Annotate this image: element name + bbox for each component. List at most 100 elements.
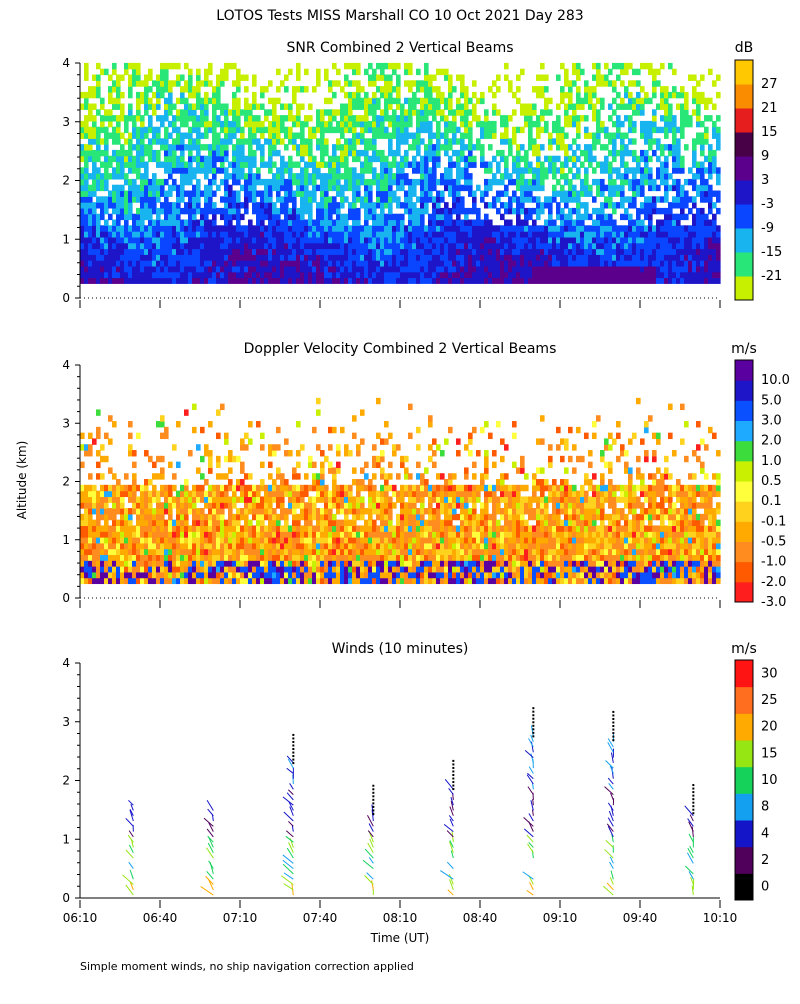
snr-cell	[436, 249, 441, 255]
snr-cell	[120, 249, 125, 255]
snr-cell	[296, 69, 301, 75]
snr-cell	[656, 80, 661, 86]
snr-cell	[144, 179, 149, 185]
snr-cell	[160, 63, 165, 69]
snr-cell	[136, 144, 141, 150]
snr-cell	[424, 185, 429, 191]
snr-cell	[440, 115, 445, 121]
snr-cell	[604, 63, 609, 69]
snr-cell	[100, 249, 105, 255]
snr-cell	[364, 115, 369, 121]
snr-cell	[440, 243, 445, 249]
snr-cell	[480, 150, 485, 156]
snr-cell	[304, 202, 309, 208]
snr-cell	[228, 127, 233, 133]
snr-cell	[576, 75, 581, 81]
snr-cell	[448, 231, 453, 237]
snr-cell	[268, 138, 273, 144]
page-title: LOTOS Tests MISS Marshall CO 10 Oct 2021…	[216, 8, 583, 24]
colorbar-tick-label: 21	[761, 101, 778, 116]
snr-cell	[672, 133, 677, 139]
velocity-cell	[148, 491, 153, 497]
snr-cell	[288, 115, 293, 121]
snr-cell	[484, 225, 489, 231]
snr-cell	[268, 208, 273, 214]
snr-cell	[536, 202, 541, 208]
snr-cell	[708, 225, 713, 231]
snr-cell	[156, 191, 161, 197]
snr-cell	[580, 202, 585, 208]
snr-cell	[516, 231, 521, 237]
snr-cell	[176, 214, 181, 220]
velocity-cell	[160, 520, 165, 526]
snr-cell	[104, 144, 109, 150]
snr-cell	[488, 225, 493, 231]
snr-cell	[664, 133, 669, 139]
snr-cell	[472, 266, 477, 272]
snr-cell	[404, 98, 409, 104]
snr-cell	[696, 138, 701, 144]
snr-cell	[500, 249, 505, 255]
snr-cell	[580, 231, 585, 237]
velocity-cell	[112, 554, 117, 560]
snr-cell	[160, 86, 165, 92]
snr-cell	[344, 214, 349, 220]
snr-cell	[540, 260, 545, 266]
snr-cell	[268, 127, 273, 133]
snr-cell	[328, 202, 333, 208]
snr-cell	[628, 185, 633, 191]
snr-cell	[340, 133, 345, 139]
snr-cell	[268, 156, 273, 162]
snr-cell	[672, 266, 677, 272]
snr-cell	[368, 80, 373, 86]
snr-cell	[408, 185, 413, 191]
snr-cell	[96, 231, 101, 237]
snr-cell	[304, 220, 309, 226]
snr-cell	[560, 86, 565, 92]
snr-cell	[596, 121, 601, 127]
snr-cell	[424, 237, 429, 243]
snr-cell	[504, 249, 509, 255]
velocity-cell	[160, 473, 165, 479]
snr-cell	[176, 127, 181, 133]
snr-cell	[644, 63, 649, 69]
snr-cell	[692, 109, 697, 115]
velocity-cell	[100, 531, 105, 537]
snr-cell	[496, 266, 501, 272]
snr-cell	[164, 254, 169, 260]
snr-cell	[268, 179, 273, 185]
snr-cell	[712, 266, 717, 272]
snr-cell	[96, 220, 101, 226]
velocity-cell	[188, 572, 193, 578]
snr-cell	[408, 254, 413, 260]
snr-cell	[344, 272, 349, 278]
snr-cell	[444, 133, 449, 139]
snr-cell	[336, 156, 341, 162]
snr-cell	[648, 185, 653, 191]
snr-cell	[200, 104, 205, 110]
snr-cell	[260, 133, 265, 139]
snr-cell	[524, 185, 529, 191]
snr-cell	[420, 167, 425, 173]
snr-cell	[652, 185, 657, 191]
snr-cell	[232, 121, 237, 127]
snr-cell	[648, 225, 653, 231]
snr-cell	[208, 225, 213, 231]
snr-cell	[336, 167, 341, 173]
snr-cell	[492, 266, 497, 272]
snr-cell	[160, 231, 165, 237]
snr-cell	[128, 80, 133, 86]
snr-cell	[684, 104, 689, 110]
snr-cell	[140, 173, 145, 179]
snr-cell	[708, 162, 713, 168]
snr-cell	[336, 220, 341, 226]
snr-cell	[280, 127, 285, 133]
snr-cell	[708, 167, 713, 173]
snr-cell	[172, 167, 177, 173]
snr-cell	[304, 278, 309, 284]
snr-cell	[232, 231, 237, 237]
snr-cell	[396, 173, 401, 179]
snr-cell	[488, 260, 493, 266]
snr-cell	[508, 220, 513, 226]
snr-cell	[660, 127, 665, 133]
